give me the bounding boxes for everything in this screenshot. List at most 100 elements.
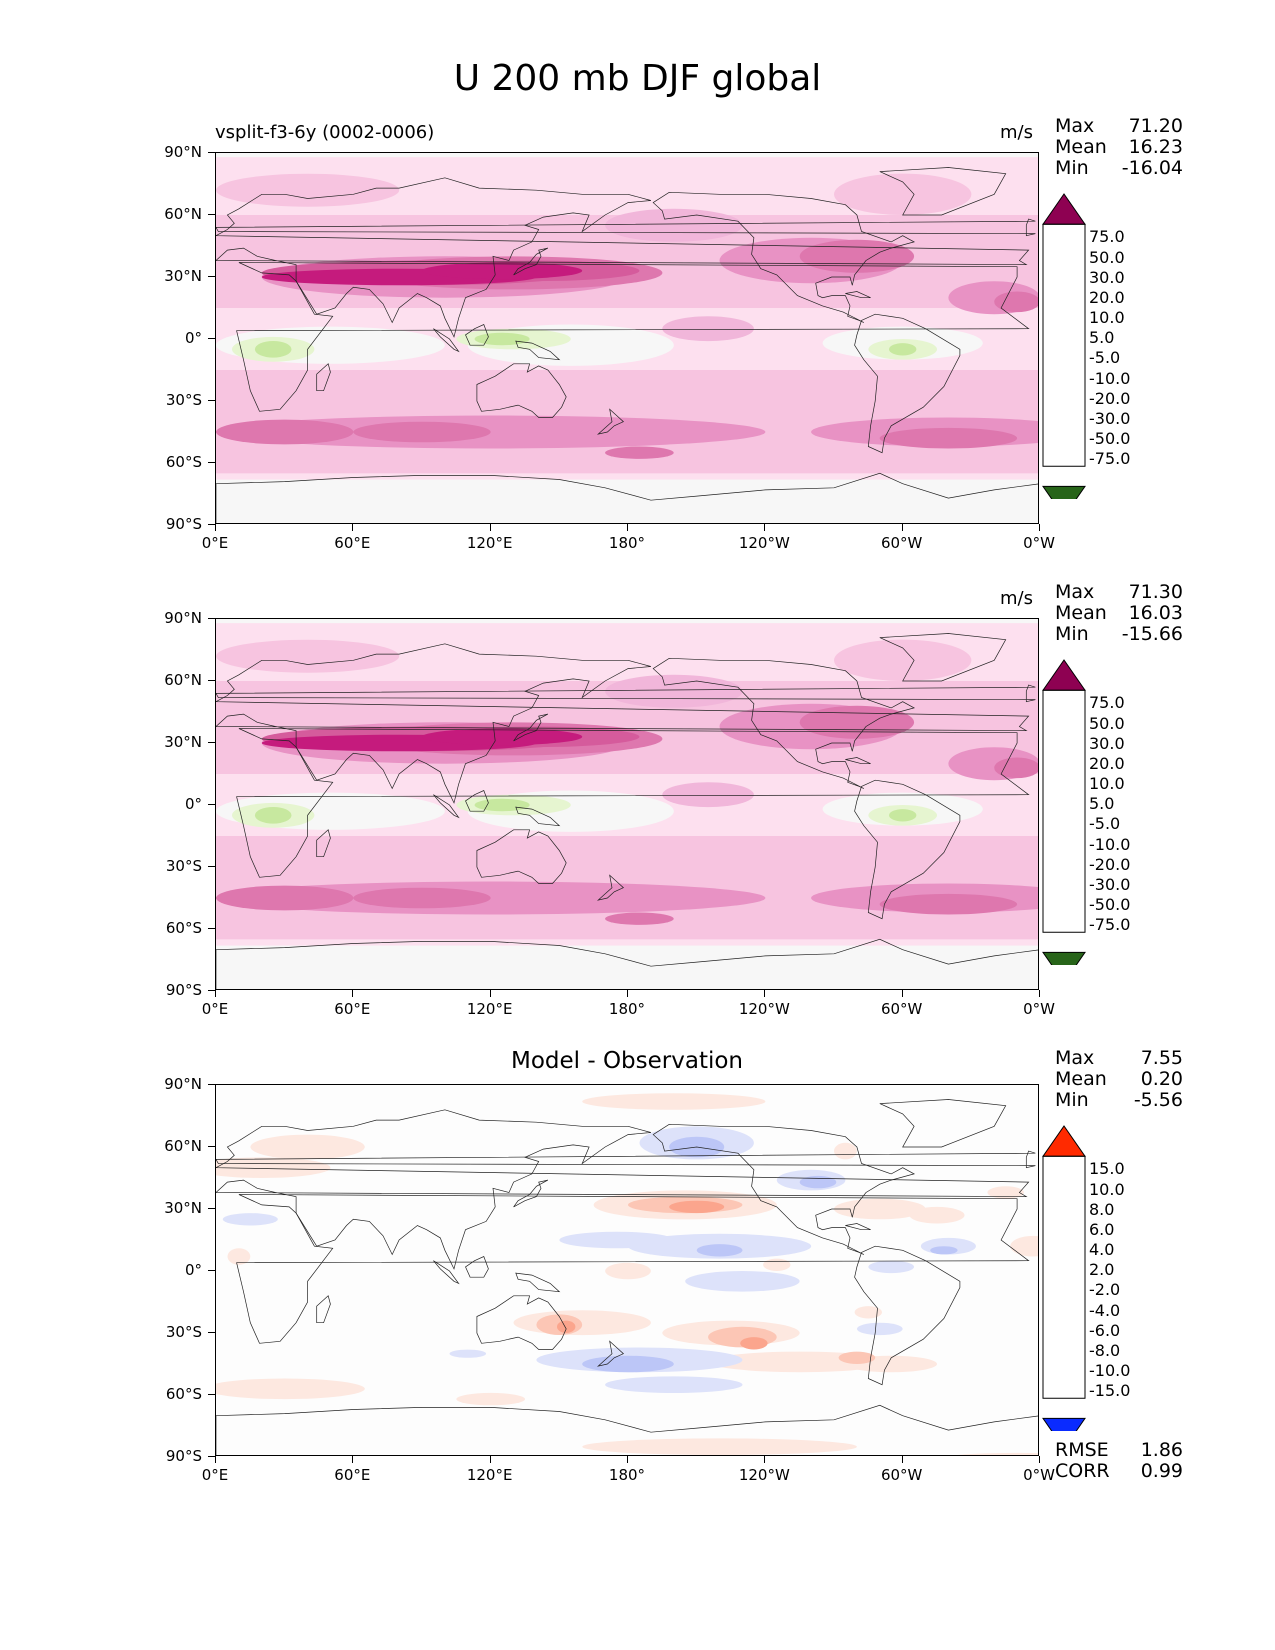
ref-colorbar-label: 10.0 <box>1089 774 1125 794</box>
coastline-4 <box>476 363 567 418</box>
stat-value: -5.56 <box>1133 1089 1183 1111</box>
lon-tick-label: 0°W <box>1023 534 1055 552</box>
negative-anomaly-9 <box>930 1246 958 1255</box>
jet-band-21 <box>753 318 823 339</box>
positive-anomaly-20 <box>740 1337 768 1350</box>
lon-tick-mark <box>764 1456 766 1463</box>
jet-band-5 <box>994 291 1038 313</box>
coastline-13 <box>515 340 561 361</box>
coastline-1 <box>216 643 1030 804</box>
stat-value: 0.99 <box>1140 1460 1183 1482</box>
lon-tick-label: 0°E <box>201 534 229 552</box>
coastline-5 <box>879 1099 1007 1148</box>
test-colorbar-label: 5.0 <box>1089 328 1115 348</box>
lon-tick-mark <box>352 1456 354 1463</box>
lat-tick-mark <box>208 1146 215 1147</box>
diff-outline <box>1042 1155 1086 1399</box>
stat-row: Max 71.30 <box>1055 582 1183 603</box>
stat-row: Max 71.20 <box>1055 116 1183 137</box>
positive-anomaly-0 <box>582 1093 766 1110</box>
jet-band-19 <box>662 316 754 342</box>
lon-tick-mark <box>764 990 766 997</box>
jet-band-15 <box>216 419 354 445</box>
lat-tick-mark <box>208 276 215 277</box>
lat-tick-mark <box>208 214 215 215</box>
lat-tick-label: 90°S <box>165 1447 202 1465</box>
lat-tick-mark <box>208 1332 215 1333</box>
test-colorbar-label: -20.0 <box>1089 388 1131 408</box>
diff-colorbar-label: -2.0 <box>1089 1280 1121 1300</box>
negative-anomaly-14 <box>582 1355 674 1373</box>
coastline-1 <box>216 1109 1030 1270</box>
ref-colorbar <box>1042 659 1086 965</box>
tropical-easterly-8 <box>889 809 917 822</box>
positive-anomaly-15 <box>513 1310 651 1336</box>
coastline-13 <box>515 806 561 827</box>
ref-colorbar-label: 20.0 <box>1089 753 1125 773</box>
lon-tick-label: 120°E <box>466 1466 513 1484</box>
coastline-5 <box>879 633 1007 682</box>
lon-tick-mark <box>352 990 354 997</box>
lon-tick-label: 0°W <box>1023 1000 1055 1018</box>
positive-anomaly-11 <box>227 1248 251 1265</box>
lat-tick-label: 0° <box>184 329 202 347</box>
diff-colorbar-label: -10.0 <box>1089 1361 1131 1381</box>
diff-colorbar-label: 4.0 <box>1089 1240 1115 1260</box>
coastline-9 <box>316 363 331 392</box>
coastline-4 <box>476 1295 567 1350</box>
lat-tick-mark <box>208 804 215 805</box>
stat-label: Mean <box>1055 1068 1107 1090</box>
stat-row: Max 7.55 <box>1055 1048 1183 1069</box>
lat-tick-mark <box>208 152 215 153</box>
negative-anomaly-10 <box>868 1260 915 1274</box>
ref-colorbar-label: -10.0 <box>1089 834 1131 854</box>
lon-tick-mark <box>1039 524 1040 531</box>
lat-tick-mark <box>208 338 215 339</box>
lon-tick-label: 60°E <box>334 1466 371 1484</box>
diff-colorbar-label: -6.0 <box>1089 1320 1121 1340</box>
coastline-2 <box>652 1123 916 1255</box>
diff-extend-bottom <box>1042 1417 1086 1431</box>
lat-tick-label: 30°S <box>165 1323 202 1341</box>
jet-band-18 <box>605 446 674 459</box>
jet-band-13 <box>216 415 766 449</box>
coastline-9 <box>316 829 331 858</box>
lat-tick-label: 30°S <box>165 857 202 875</box>
jet-band-15 <box>216 885 354 911</box>
positive-anomaly-23 <box>838 1351 876 1364</box>
coastline-10 <box>596 1340 625 1367</box>
coastline-12 <box>433 1260 460 1285</box>
lon-tick-mark <box>901 524 903 531</box>
coastline-0 <box>236 728 1030 878</box>
coastline-11 <box>465 324 489 346</box>
coastline-12 <box>433 328 460 353</box>
lat-tick-mark <box>208 1208 215 1209</box>
positive-anomaly-27 <box>957 1452 1038 1455</box>
ref-colorbar-label: -30.0 <box>1089 874 1131 894</box>
lon-tick-mark <box>489 990 491 997</box>
coastline-7 <box>513 1179 549 1208</box>
test-colorbar-label: -75.0 <box>1089 449 1131 469</box>
diff-colorbar-label: 8.0 <box>1089 1199 1115 1219</box>
tropical-easterly-8 <box>889 343 917 356</box>
positive-anomaly-17 <box>557 1320 576 1333</box>
diff-colorbar-label: 2.0 <box>1089 1260 1115 1280</box>
ref-map <box>215 618 1039 990</box>
lat-tick-label: 60°N <box>164 671 202 689</box>
lat-tick-label: 30°N <box>164 267 202 285</box>
coastline-6 <box>216 1404 1038 1455</box>
stat-label: Min <box>1055 1089 1089 1111</box>
diff-colorbar-label: -15.0 <box>1089 1381 1131 1401</box>
lon-tick-label: 60°W <box>880 1000 923 1018</box>
coastline-14 <box>845 291 871 299</box>
test-extend-top <box>1042 193 1086 225</box>
jet-band-13 <box>216 881 766 915</box>
coastline-2 <box>652 657 916 789</box>
stat-label: Mean <box>1055 136 1107 158</box>
diff-colorbar-label: 6.0 <box>1089 1219 1115 1239</box>
positive-anomaly-26 <box>582 1438 857 1455</box>
diff-map <box>215 1084 1039 1456</box>
coastline-0 <box>236 262 1030 412</box>
test-colorbar-label: 20.0 <box>1089 287 1125 307</box>
jet-band-16 <box>353 421 491 443</box>
